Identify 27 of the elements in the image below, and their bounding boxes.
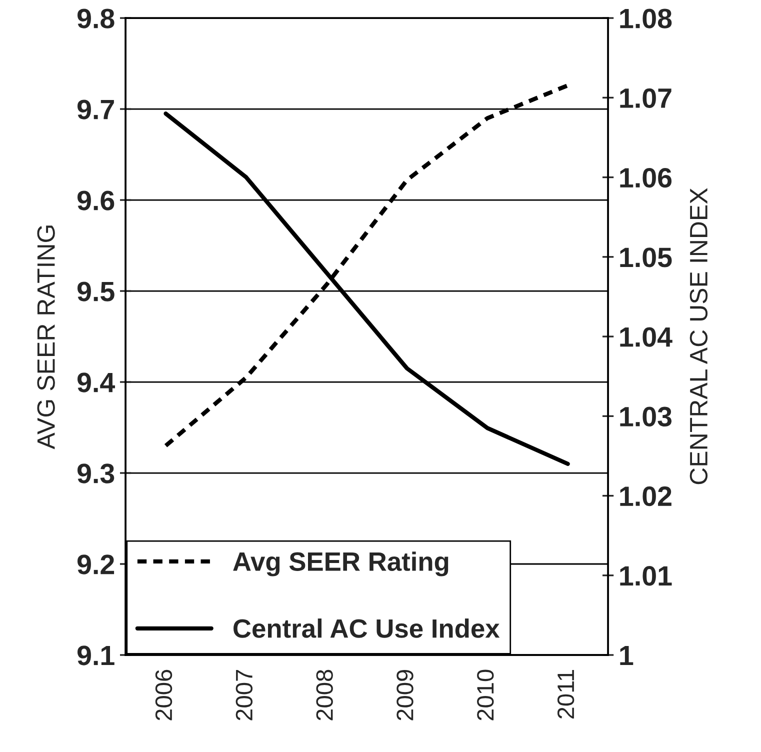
y-tick-label: 9.4 — [78, 372, 116, 392]
y2-axis-title: CENTRAL AC USE INDEX — [690, 188, 708, 484]
x-tick-label: 2011 — [557, 670, 574, 718]
legend-label: Central AC Use Index — [234, 618, 500, 638]
y2-tick-label: 1.04 — [620, 327, 672, 347]
x-tick-label: 2009 — [396, 670, 414, 720]
y2-tick-label: 1.08 — [620, 8, 672, 28]
legend-label: Avg SEER Rating — [233, 552, 448, 576]
x-tick-label: 2010 — [477, 670, 494, 720]
x-tick-label: 2008 — [316, 670, 333, 720]
y2-tick-label: 1.01 — [620, 566, 672, 586]
y2-tick-label: 1 — [620, 646, 634, 666]
y2-tick-label: 1.03 — [620, 406, 672, 427]
y-tick-label: 9.3 — [78, 464, 114, 484]
x-tick-label: 2007 — [236, 670, 253, 720]
y-tick-label: 9.5 — [78, 282, 114, 302]
y-tick-label: 9.7 — [78, 100, 114, 120]
y-tick-label: 9.2 — [78, 554, 114, 574]
y2-tick-label: 1.05 — [620, 248, 672, 268]
y-tick-label: 9.6 — [78, 190, 114, 210]
y-axis-title: AVG SEER RATING — [37, 226, 55, 450]
y2-tick-label: 1.07 — [620, 88, 672, 108]
y2-tick-label: 1.06 — [620, 168, 672, 188]
x-tick-label: 2006 — [155, 670, 172, 720]
y2-tick-label: 1.02 — [620, 486, 672, 506]
y-tick-label: 9.8 — [78, 8, 114, 28]
y-tick-label: 9.1 — [78, 646, 114, 666]
